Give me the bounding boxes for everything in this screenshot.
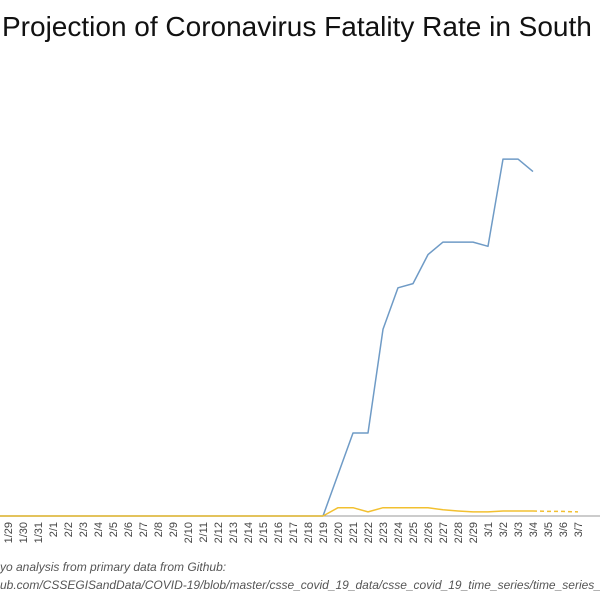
x-tick-label: 2/24 — [393, 522, 405, 543]
x-tick-label: 2/16 — [273, 522, 285, 543]
x-tick-label: 3/7 — [573, 522, 585, 537]
x-tick-label: 3/5 — [543, 522, 555, 537]
x-tick-label: 3/6 — [558, 522, 570, 537]
x-tick-label: 2/28 — [453, 522, 465, 543]
x-tick-label: 2/22 — [363, 522, 375, 543]
source-note-line1: yo analysis from primary data from Githu… — [0, 560, 226, 574]
x-tick-label: 2/13 — [228, 522, 240, 543]
x-tick-label: 2/18 — [303, 522, 315, 543]
x-tick-label: 2/27 — [438, 522, 450, 543]
x-tick-label: 2/19 — [318, 522, 330, 543]
x-tick-label: 2/23 — [378, 522, 390, 543]
x-tick-label: 2/3 — [78, 522, 90, 537]
x-tick-label: 2/5 — [108, 522, 120, 537]
x-tick-label: 2/11 — [198, 522, 210, 543]
x-tick-label: 2/15 — [258, 522, 270, 543]
x-tick-label: 2/4 — [93, 522, 105, 537]
chart-title: Projection of Coronavirus Fatality Rate … — [2, 11, 600, 42]
x-tick-label: 2/7 — [138, 522, 150, 537]
x-tick-labels: 1/29 1/30 1/31 2/1 2/2 2/3 2/4 2/5 2/6 2/7 2/8 2/9 2… — [3, 522, 585, 543]
x-tick-label: 3/1 — [483, 522, 495, 537]
orange-series-line — [0, 506, 533, 517]
x-tick-label: 3/3 — [513, 522, 525, 537]
x-tick-label: 2/25 — [408, 522, 420, 543]
series-layer — [0, 158, 579, 517]
x-tick-label: 2/26 — [423, 522, 435, 543]
x-tick-label: 1/31 — [33, 522, 45, 543]
x-tick-label: 3/4 — [528, 522, 540, 537]
x-tick-label: 2/12 — [213, 522, 225, 543]
x-tick-label: 1/30 — [18, 522, 30, 543]
x-tick-label: 2/14 — [243, 522, 255, 543]
x-tick-label: 2/29 — [468, 522, 480, 543]
blue-series-line — [0, 158, 534, 517]
x-tick-label: 2/10 — [183, 522, 195, 543]
x-tick-label: 2/20 — [333, 522, 345, 543]
x-tick-label: 2/17 — [288, 522, 300, 543]
x-tick-label: 2/6 — [123, 522, 135, 537]
x-tick-label: 2/2 — [63, 522, 75, 537]
x-tick-label: 3/2 — [498, 522, 510, 537]
x-tick-label: 2/9 — [168, 522, 180, 537]
x-tick-label: 2/21 — [348, 522, 360, 543]
x-tick-label: 2/1 — [48, 522, 60, 537]
x-tick-label: 1/29 — [3, 522, 15, 543]
source-note-line2: ub.com/CSSEGISandData/COVID-19/blob/mast… — [0, 578, 600, 592]
orange-projection-line — [532, 510, 579, 513]
x-tick-label: 2/8 — [153, 522, 165, 537]
